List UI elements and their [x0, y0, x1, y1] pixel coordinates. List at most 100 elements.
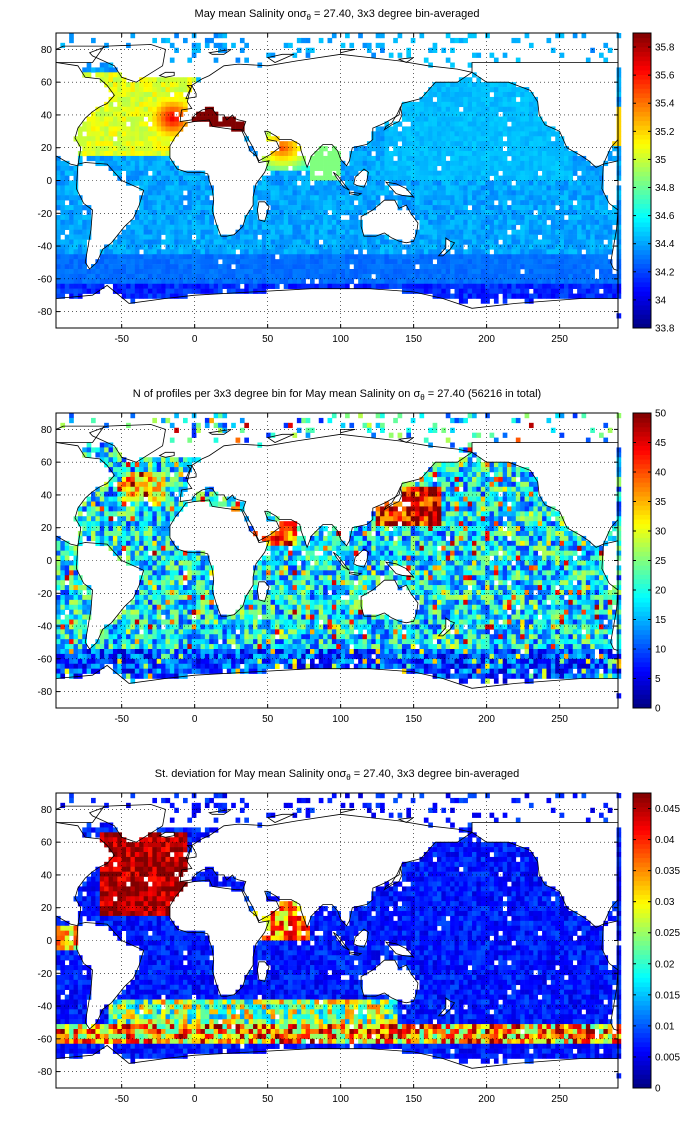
heatmap-cell: [283, 160, 289, 167]
heatmap-cell: [69, 673, 74, 679]
heatmap-cell: [147, 521, 153, 527]
heatmap-cell: [279, 195, 285, 201]
heatmap-cell: [607, 244, 613, 250]
heatmap-cell: [603, 273, 609, 280]
heatmap-cell: [406, 278, 412, 285]
heatmap-cell: [73, 599, 79, 606]
heatmap-cell: [239, 249, 245, 255]
colorbar-swatch: [633, 74, 651, 80]
heatmap-cell: [572, 165, 578, 171]
heatmap-cell: [485, 278, 490, 285]
heatmap-cell: [498, 269, 503, 275]
heatmap-cell: [577, 278, 582, 285]
heatmap-cell: [489, 264, 495, 270]
heatmap-cell: [445, 141, 451, 147]
heatmap-cell: [485, 141, 490, 147]
heatmap-cell: [82, 516, 87, 522]
heatmap-cell: [594, 244, 600, 250]
heatmap-cell: [165, 219, 171, 226]
heatmap-cell: [64, 185, 70, 191]
heatmap-cell: [550, 269, 556, 275]
heatmap-cell: [423, 259, 429, 265]
heatmap-cell: [323, 170, 328, 176]
heatmap-cell: [423, 96, 429, 103]
heatmap-cell: [502, 264, 508, 270]
heatmap-cell: [126, 634, 131, 640]
heatmap-cell: [436, 269, 442, 275]
heatmap-cell: [91, 535, 96, 542]
heatmap-cell: [467, 293, 473, 299]
heatmap-cell: [196, 283, 201, 289]
heatmap-cell: [349, 249, 355, 255]
heatmap-cell: [318, 229, 324, 235]
heatmap-cell: [410, 283, 416, 289]
heatmap-cell: [95, 264, 101, 270]
heatmap-cell: [485, 239, 490, 245]
heatmap-cell: [331, 214, 337, 221]
heatmap-cell: [371, 254, 376, 260]
heatmap-cell: [156, 106, 162, 112]
heatmap-cell: [117, 472, 122, 478]
heatmap-cell: [603, 224, 609, 230]
heatmap-cell: [226, 259, 232, 265]
y-tick-label: -60: [38, 274, 53, 285]
heatmap-cell: [520, 288, 525, 294]
heatmap-cell: [423, 278, 429, 285]
heatmap-cell: [147, 649, 153, 655]
heatmap-cell: [301, 190, 306, 196]
heatmap-cell: [112, 491, 118, 497]
heatmap-cell: [112, 467, 118, 473]
heatmap-cell: [550, 185, 556, 191]
heatmap-cell: [528, 269, 534, 275]
heatmap-cell: [520, 151, 525, 157]
heatmap-cell: [121, 244, 127, 250]
heatmap-cell: [104, 422, 109, 429]
heatmap-cell: [577, 273, 582, 280]
heatmap-cell: [493, 170, 499, 176]
heatmap-cell: [292, 185, 298, 191]
heatmap-cell: [82, 234, 87, 240]
heatmap-cell: [204, 229, 210, 235]
heatmap-cell: [143, 555, 149, 561]
heatmap-cell: [542, 244, 547, 250]
heatmap-cell: [445, 101, 451, 108]
heatmap-cell: [406, 165, 412, 171]
heatmap-cell: [585, 288, 591, 294]
heatmap-cell: [292, 269, 298, 275]
heatmap-cell: [139, 293, 144, 299]
heatmap-cell: [432, 288, 438, 294]
heatmap-cell: [616, 239, 622, 245]
heatmap-cell: [112, 521, 118, 527]
heatmap-cell: [331, 155, 337, 162]
heatmap-cell: [550, 160, 556, 167]
heatmap-cell: [191, 195, 197, 201]
heatmap-cell: [419, 151, 425, 157]
heatmap-cell: [95, 72, 101, 78]
heatmap-cell: [156, 283, 162, 289]
heatmap-cell: [498, 106, 503, 112]
heatmap-cell: [371, 136, 376, 142]
heatmap-cell: [130, 526, 136, 532]
heatmap-cell: [209, 259, 214, 265]
heatmap-cell: [485, 219, 490, 226]
panel-title: N of profiles per 3x3 degree bin for May…: [133, 388, 541, 402]
heatmap-cell: [428, 111, 433, 117]
heatmap-cell: [91, 278, 96, 285]
heatmap-cell: [423, 101, 429, 108]
colorbar-swatch: [633, 323, 651, 329]
heatmap-cell: [432, 210, 438, 216]
heatmap-cell: [476, 214, 482, 221]
heatmap-cell: [104, 452, 109, 458]
heatmap-cell: [60, 639, 66, 645]
heatmap-cell: [428, 185, 433, 191]
heatmap-cell: [345, 200, 350, 206]
heatmap-cell: [375, 180, 381, 186]
heatmap-cell: [274, 190, 280, 196]
heatmap-cell: [56, 214, 61, 221]
heatmap-cell: [397, 146, 403, 152]
heatmap-cell: [270, 175, 276, 181]
heatmap-cell: [489, 160, 495, 167]
heatmap-cell: [77, 205, 83, 211]
heatmap-cell: [436, 195, 442, 201]
heatmap-cell: [283, 224, 289, 230]
